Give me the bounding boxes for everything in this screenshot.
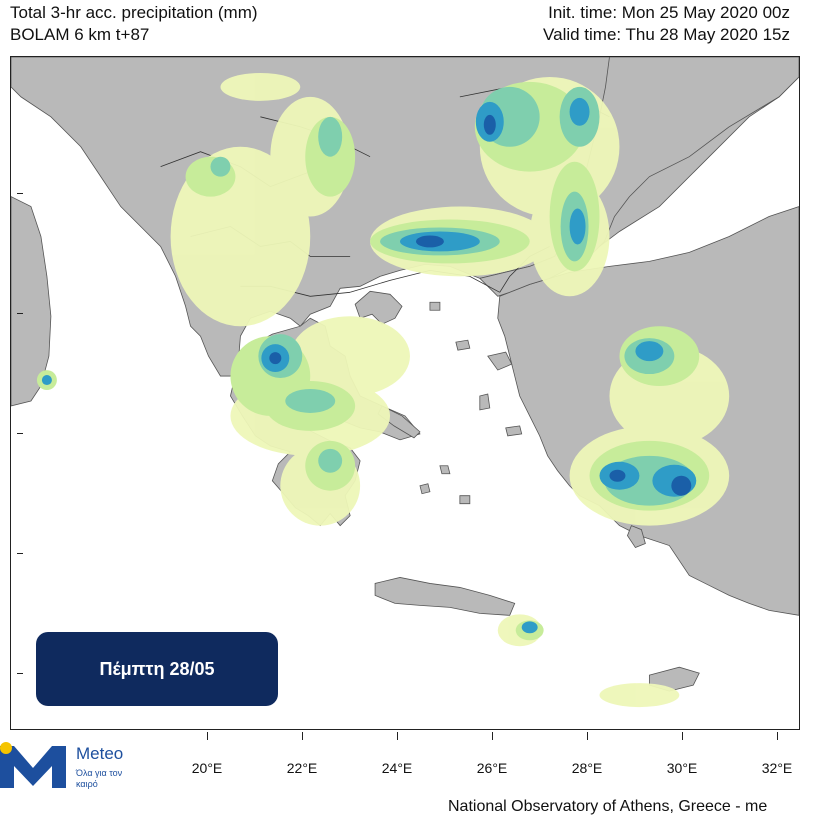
land-cyclades-3 xyxy=(459,495,471,505)
land-rhodes xyxy=(626,525,646,549)
init-time: Init. time: Mon 25 May 2020 00z xyxy=(548,3,790,22)
precip-max-thrace xyxy=(415,235,444,248)
meteo-m-icon xyxy=(0,742,66,788)
lat-tick-4 xyxy=(17,553,23,554)
precipitation-layer xyxy=(36,72,730,708)
lat-tick-2 xyxy=(17,313,23,314)
day-label: Πέμπτη 28/05 xyxy=(99,658,215,679)
land-cyclades-2 xyxy=(439,465,451,475)
lon-tick-mark xyxy=(302,732,303,740)
lon-tick-mark xyxy=(207,732,208,740)
lon-tick-26e: 26°E xyxy=(476,760,508,776)
run-times: Init. time: Mon 25 May 2020 00z Valid ti… xyxy=(543,2,790,46)
lon-tick-28e: 28°E xyxy=(571,760,603,776)
logo-name: Meteo xyxy=(76,744,124,763)
lon-tick-24e: 24°E xyxy=(381,760,413,776)
longitude-axis: 20°E 22°E 24°E 26°E 28°E 30°E 32°E xyxy=(0,732,820,776)
lon-tick-mark xyxy=(492,732,493,740)
lon-tick-mark xyxy=(777,732,778,740)
lon-tick-mark xyxy=(682,732,683,740)
lon-tick-20e: 20°E xyxy=(191,760,223,776)
land-samos xyxy=(505,425,523,437)
valid-time: Valid time: Thu 28 May 2020 15z xyxy=(543,25,790,44)
title-line-1: Total 3-hr acc. precipitation (mm) xyxy=(10,3,258,22)
lat-tick-5 xyxy=(17,673,23,674)
meteo-logo: Meteo Όλα για τον καιρό xyxy=(0,738,150,798)
lon-tick-mark xyxy=(587,732,588,740)
map-canvas xyxy=(11,57,799,708)
footer-credit: National Observatory of Athens, Greece -… xyxy=(448,798,768,815)
precipitation-map xyxy=(10,56,800,730)
day-badge: Πέμπτη 28/05 xyxy=(36,632,278,706)
land-crete xyxy=(374,577,516,616)
land-chios xyxy=(479,393,491,411)
lon-tick-22e: 22°E xyxy=(286,760,318,776)
lat-tick-3 xyxy=(17,433,23,434)
lon-tick-30e: 30°E xyxy=(666,760,698,776)
land-thasos xyxy=(429,301,441,311)
map-title: Total 3-hr acc. precipitation (mm) BOLAM… xyxy=(10,2,258,46)
lon-tick-mark xyxy=(397,732,398,740)
land-italy xyxy=(11,196,52,407)
lon-tick-32e: 32°E xyxy=(761,760,793,776)
land-cyclades-1 xyxy=(419,483,431,495)
title-line-2: BOLAM 6 km t+87 xyxy=(10,25,150,44)
land-lesvos xyxy=(487,351,513,371)
lat-tick-1 xyxy=(17,193,23,194)
logo-tagline: Όλα για τον καιρό xyxy=(76,768,123,789)
land-lemnos xyxy=(455,339,471,351)
